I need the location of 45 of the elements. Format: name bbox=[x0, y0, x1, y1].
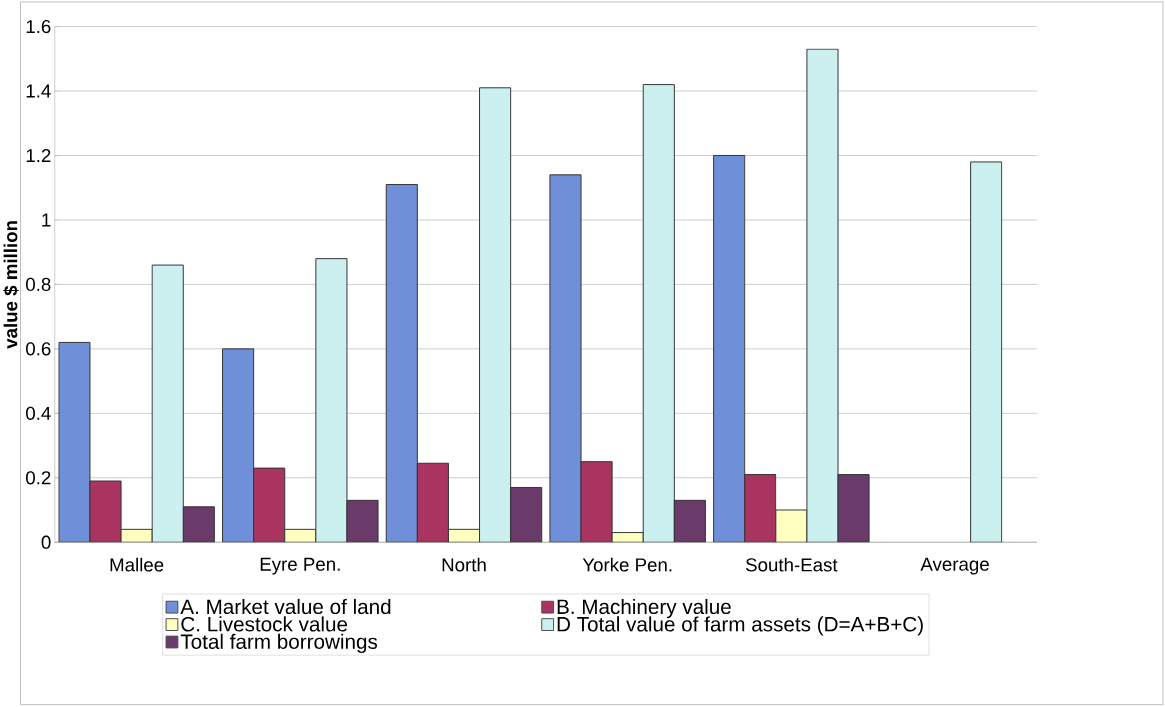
legend-label: C. Livestock value bbox=[181, 616, 348, 632]
y-tick-label: 0.6 bbox=[26, 342, 51, 356]
bar bbox=[713, 155, 746, 543]
y-tick-label: 1.4 bbox=[26, 84, 51, 98]
y-tick-label: 1.6 bbox=[26, 20, 51, 34]
x-tick-label: South-East bbox=[745, 557, 838, 572]
x-tick-label: Mallee bbox=[110, 557, 164, 572]
y-tick-label: 0.4 bbox=[26, 406, 51, 421]
y-tick-label: 0 bbox=[41, 535, 51, 550]
bar bbox=[284, 529, 316, 543]
bar bbox=[510, 487, 543, 543]
bar bbox=[479, 87, 512, 543]
bar bbox=[151, 264, 184, 543]
bar bbox=[315, 258, 348, 543]
x-tick-label: Average bbox=[920, 558, 989, 575]
legend-label: A. Market value of land bbox=[180, 599, 391, 615]
bar bbox=[346, 500, 379, 543]
bar bbox=[744, 474, 777, 543]
y-tick-label: 1 bbox=[42, 213, 51, 227]
bar bbox=[416, 462, 449, 543]
bar bbox=[182, 506, 215, 543]
y-axis-title: value $ million bbox=[3, 221, 19, 349]
x-tick-label: Eyre Pen. bbox=[260, 558, 340, 575]
bar bbox=[549, 174, 582, 543]
bar bbox=[580, 461, 613, 543]
bar bbox=[775, 509, 808, 543]
bar bbox=[806, 48, 839, 543]
bar bbox=[385, 184, 418, 543]
bar bbox=[222, 348, 255, 543]
legend-label: Total farm borrowings bbox=[180, 634, 378, 654]
x-tick-label: North bbox=[442, 557, 486, 572]
bar bbox=[253, 467, 286, 543]
bar bbox=[121, 529, 153, 543]
bar bbox=[837, 474, 870, 543]
bar bbox=[89, 480, 122, 543]
y-tick-label: 0.2 bbox=[26, 471, 51, 485]
bar bbox=[970, 161, 1003, 543]
bar bbox=[642, 84, 675, 543]
bar bbox=[58, 342, 91, 543]
bar bbox=[612, 532, 644, 543]
x-tick-label: Yorke Pen. bbox=[582, 557, 672, 572]
y-tick-label: 0.8 bbox=[26, 277, 51, 292]
bar bbox=[448, 529, 480, 543]
bar bbox=[673, 500, 706, 543]
y-tick-label: 1.2 bbox=[26, 149, 51, 163]
